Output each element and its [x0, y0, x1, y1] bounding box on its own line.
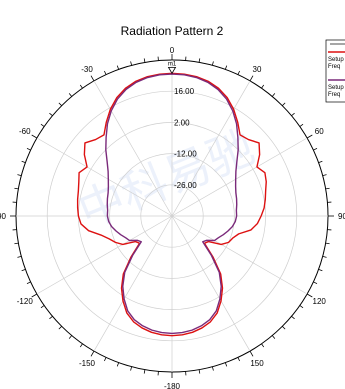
angle-tick: [58, 326, 62, 330]
angle-tick: [143, 369, 146, 374]
angle-tick-label: -120: [17, 297, 34, 306]
angle-tick: [40, 123, 45, 127]
angle-tick: [21, 160, 26, 164]
angle-tick: [17, 255, 22, 258]
series-line-2: [105, 73, 239, 335]
angle-tick: [299, 305, 304, 309]
angle-tick: [313, 148, 318, 151]
legend-entry-name: Setup: [328, 85, 344, 91]
angle-tick-label: 150: [250, 359, 264, 368]
marker-layer: m1: [167, 61, 177, 75]
angle-tick: [322, 174, 327, 177]
angle-tick: [58, 102, 62, 106]
angle-tick: [237, 357, 240, 362]
angle-tick: [31, 293, 38, 298]
angle-tick: [198, 58, 201, 63]
grid-spoke: [171, 215, 308, 295]
angle-tick: [282, 326, 286, 330]
angle-tick: [68, 335, 73, 339]
marker-m1-label: m1: [168, 61, 177, 67]
angle-tick: [291, 112, 295, 117]
legend-box: [325, 39, 345, 103]
legend-entry-name: Setup: [328, 57, 344, 63]
angle-tick: [313, 281, 318, 284]
angle-tick: [49, 315, 53, 320]
radial-tick-label: -26.00: [174, 181, 197, 190]
angle-tick: [261, 343, 265, 348]
angle-tick: [26, 281, 31, 284]
angle-tick: [224, 362, 228, 367]
angle-tick: [271, 335, 276, 339]
angle-tick: [17, 174, 22, 177]
angle-tick: [14, 242, 19, 245]
radial-tick-label: 16.00: [174, 87, 195, 96]
angle-tick: [249, 350, 254, 357]
angle-tick-label: 120: [313, 297, 327, 306]
angle-tick: [291, 315, 295, 320]
angle-tick: [79, 343, 83, 348]
marker-m1: [167, 66, 177, 75]
radial-tick-label: -12.00: [174, 150, 197, 159]
series-line-1: [76, 72, 267, 337]
grid-spoke: [171, 137, 308, 217]
angle-tick: [104, 70, 107, 75]
angle-tick: [90, 350, 95, 357]
chart-title: Radiation Pattern 2: [121, 24, 224, 38]
grid-spoke: [93, 215, 173, 352]
angle-tick: [325, 242, 330, 245]
angle-tick: [116, 65, 120, 70]
angle-tick-label: 60: [315, 127, 324, 136]
angle-tick: [14, 187, 19, 190]
angle-tick: [116, 362, 120, 367]
angle-tick: [318, 268, 323, 272]
angle-tick: [21, 268, 26, 272]
angle-tick: [90, 75, 95, 82]
angle-tick: [261, 84, 265, 89]
angle-tick: [318, 160, 323, 164]
angle-tick: [49, 112, 53, 117]
angle-tick: [306, 134, 313, 139]
angle-tick: [325, 187, 330, 190]
grid-spoke: [93, 80, 173, 217]
angle-tick: [198, 369, 201, 374]
angle-tick-label: 0: [170, 46, 175, 55]
angle-tick: [40, 305, 45, 309]
angle-tick: [282, 102, 286, 106]
angle-tick: [211, 366, 214, 371]
angle-tick: [237, 70, 240, 75]
angle-tick: [104, 357, 107, 362]
grid-spoke: [36, 137, 173, 217]
legend-entry-detail: Freq: [328, 92, 340, 98]
angle-tick-label: -60: [19, 127, 31, 136]
angle-tick-label: -150: [79, 359, 96, 368]
angle-tick: [130, 366, 133, 371]
angle-tick-label: 30: [253, 65, 262, 74]
angle-tick: [143, 58, 146, 63]
angle-tick: [271, 93, 276, 97]
series-layer: [76, 72, 267, 337]
grid-spoke: [171, 215, 251, 352]
angle-tick: [130, 61, 133, 66]
polar-grid: 0 30 60 90 120 150 -180 -150 -120 -90 -60 -30 16.00 2…: [0, 46, 345, 389]
angle-tick: [211, 61, 214, 66]
angle-tick-label: 90: [338, 212, 345, 221]
angle-tick: [26, 148, 31, 151]
legend-entry-detail: Freq: [328, 64, 340, 70]
angle-tick: [322, 255, 327, 258]
angle-tick-label: -30: [81, 65, 93, 74]
angle-tick: [68, 93, 73, 97]
angle-tick: [299, 123, 304, 127]
angle-tick-label: -180: [164, 382, 181, 389]
angle-tick: [306, 293, 313, 298]
angle-tick: [224, 65, 228, 70]
angle-tick: [79, 84, 83, 89]
angle-tick: [249, 75, 254, 82]
grid-spoke: [36, 215, 173, 295]
grid-spoke: [171, 80, 251, 217]
angle-tick: [31, 134, 38, 139]
angle-tick-label: -90: [0, 212, 7, 221]
radial-tick-label: 2.00: [174, 118, 190, 127]
